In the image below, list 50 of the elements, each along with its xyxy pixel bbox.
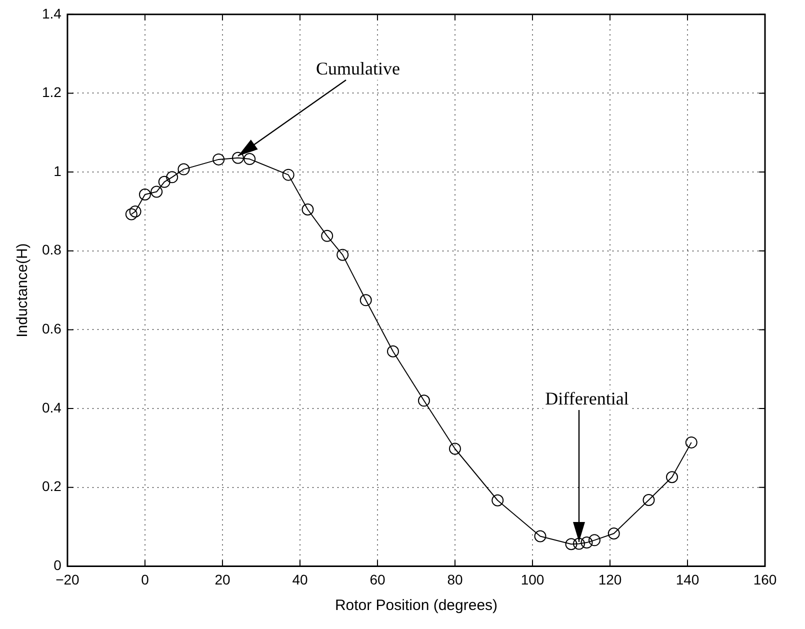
point [492, 494, 504, 506]
x-tick-label: 120 [598, 571, 622, 588]
point [125, 208, 138, 220]
point [282, 168, 294, 181]
x-axis-title: Rotor Position (degrees) [334, 597, 498, 614]
point [572, 538, 585, 550]
point [534, 530, 546, 542]
point [685, 436, 698, 448]
y-tick-label: 1.4 [42, 5, 62, 22]
x-tick-label: 60 [370, 571, 386, 588]
point [302, 204, 314, 216]
point [360, 294, 372, 306]
point [158, 176, 170, 188]
point [565, 538, 578, 550]
point [178, 163, 190, 176]
x-tick-label: 160 [753, 571, 777, 588]
point [138, 188, 151, 201]
y-tick-label: 0.8 [42, 242, 62, 258]
point [212, 153, 225, 166]
annotation: Cumulative [316, 58, 400, 79]
y-tick-label: 1 [54, 162, 62, 179]
x-tick-label: 40 [292, 571, 308, 588]
point [166, 171, 178, 184]
y-tick-label: 0 [54, 557, 62, 574]
point [321, 230, 334, 242]
x-tick-label: 20 [214, 571, 230, 588]
x-tick-label: −20 [56, 571, 80, 588]
y-tick-label: 0.2 [42, 478, 62, 494]
point [588, 534, 600, 546]
point [232, 152, 244, 164]
y-axis-title: Inductance(H) [14, 243, 32, 338]
y-tick-label: 0.4 [42, 399, 62, 416]
point [580, 536, 593, 549]
point [608, 527, 620, 540]
point [418, 394, 430, 407]
point [336, 248, 349, 261]
x-tick-label: 80 [447, 571, 463, 588]
point [150, 186, 163, 198]
y-tick-label: 1.2 [42, 84, 62, 100]
x-tick-label: 100 [520, 571, 544, 588]
point [129, 205, 142, 218]
y-tick-label: 0.6 [42, 320, 62, 337]
x-tick-label: 0 [141, 571, 150, 588]
point [642, 494, 655, 506]
point [448, 442, 461, 455]
point [666, 471, 678, 484]
point [386, 345, 399, 358]
point [244, 153, 256, 166]
x-tick-label: 140 [676, 571, 700, 588]
annotation: Differential [545, 388, 629, 408]
